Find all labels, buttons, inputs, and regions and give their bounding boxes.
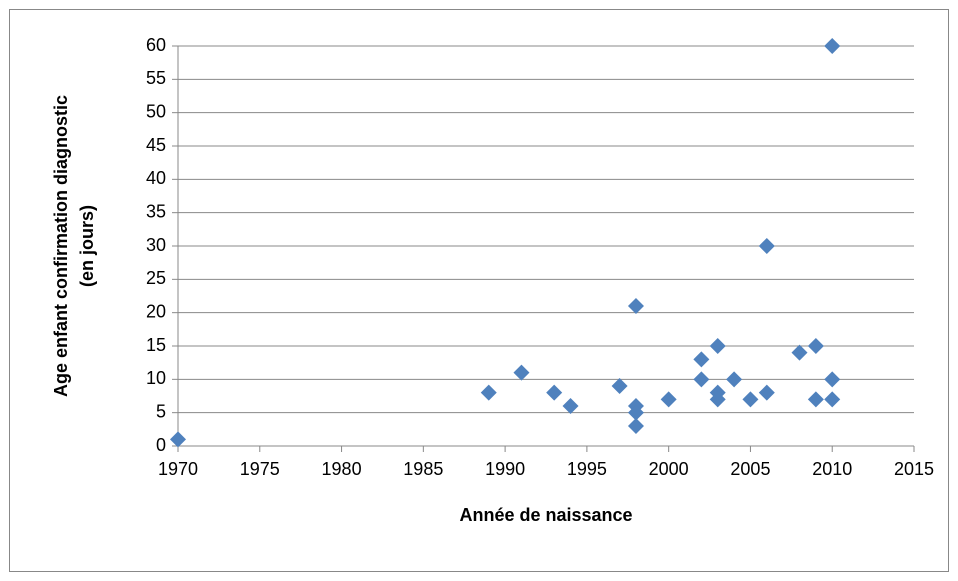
y-tick-label: 60 bbox=[146, 35, 166, 55]
point bbox=[693, 351, 710, 368]
y-tick-label: 25 bbox=[146, 268, 166, 288]
point bbox=[824, 391, 841, 408]
x-tick-label: 2000 bbox=[649, 459, 689, 479]
y-tick-label: 30 bbox=[146, 235, 166, 255]
x-tick-label: 2015 bbox=[894, 459, 934, 479]
x-tick-label: 2010 bbox=[812, 459, 852, 479]
y-axis-label: (en jours) bbox=[77, 205, 97, 287]
point bbox=[480, 384, 497, 401]
point bbox=[791, 344, 808, 361]
x-tick-label: 1975 bbox=[240, 459, 280, 479]
point bbox=[807, 391, 824, 408]
x-tick-label: 1995 bbox=[567, 459, 607, 479]
y-tick-label: 20 bbox=[146, 301, 166, 321]
x-tick-label: 1970 bbox=[158, 459, 198, 479]
point bbox=[709, 391, 726, 408]
point bbox=[824, 38, 841, 54]
x-tick-label: 1980 bbox=[322, 459, 362, 479]
point bbox=[546, 384, 563, 401]
x-tick-label: 2005 bbox=[730, 459, 770, 479]
y-tick-label: 55 bbox=[146, 68, 166, 88]
y-tick-label: 10 bbox=[146, 368, 166, 388]
point bbox=[562, 398, 579, 414]
point bbox=[660, 391, 677, 408]
point bbox=[513, 364, 530, 381]
y-axis-label: Age enfant confirmation diagnostic bbox=[51, 95, 71, 397]
point bbox=[611, 378, 628, 394]
point bbox=[807, 338, 824, 354]
point bbox=[758, 384, 775, 401]
x-tick-label: 1990 bbox=[485, 459, 525, 479]
point bbox=[758, 238, 775, 254]
point bbox=[627, 418, 644, 434]
y-tick-label: 0 bbox=[156, 435, 166, 455]
point bbox=[726, 371, 743, 388]
x-tick-label: 1985 bbox=[403, 459, 443, 479]
chart-frame bbox=[9, 9, 949, 572]
point bbox=[742, 391, 759, 408]
y-tick-label: 50 bbox=[146, 101, 166, 121]
y-tick-label: 5 bbox=[156, 401, 166, 421]
y-tick-label: 40 bbox=[146, 168, 166, 188]
point bbox=[627, 404, 644, 421]
point bbox=[627, 298, 644, 314]
y-tick-label: 15 bbox=[146, 335, 166, 355]
point bbox=[170, 431, 186, 448]
y-tick-label: 45 bbox=[146, 135, 166, 155]
point bbox=[709, 338, 726, 354]
point bbox=[824, 371, 841, 388]
y-tick-label: 35 bbox=[146, 201, 166, 221]
x-axis-label: Année de naissance bbox=[459, 505, 632, 525]
point bbox=[693, 371, 710, 388]
